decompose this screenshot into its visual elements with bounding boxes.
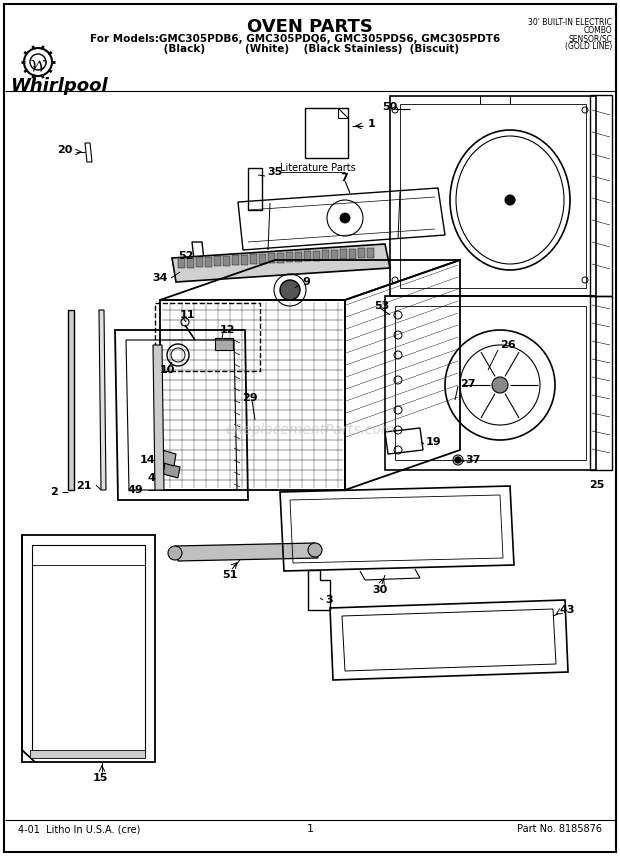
Circle shape [455,457,461,463]
Bar [187,258,194,267]
Polygon shape [172,244,390,282]
Circle shape [492,377,508,393]
Text: 52: 52 [178,251,193,261]
Polygon shape [68,310,74,490]
Bar [214,256,221,266]
Text: 3: 3 [325,595,332,605]
Text: 26: 26 [500,340,516,350]
Text: $\mathcal{W}$: $\mathcal{W}$ [29,57,47,75]
Text: 12: 12 [220,325,236,335]
Text: 49: 49 [127,485,143,495]
Text: 14: 14 [140,455,155,465]
Text: (Black)           (White)    (Black Stainless)  (Biscuit): (Black) (White) (Black Stainless) (Biscu… [131,44,459,54]
Bar [268,253,275,263]
Text: 30: 30 [373,585,388,595]
Text: 4: 4 [147,473,155,483]
Text: 25: 25 [590,480,604,490]
Text: OVEN PARTS: OVEN PARTS [247,18,373,36]
Text: Part No. 8185876: Part No. 8185876 [517,824,602,834]
Text: Literature Parts: Literature Parts [280,163,356,173]
Text: 27: 27 [460,379,476,389]
Bar [277,253,284,263]
Text: 43: 43 [560,605,575,615]
Bar [196,257,203,267]
Text: 21: 21 [76,481,92,491]
Text: 35: 35 [267,167,282,177]
Text: 15: 15 [92,773,108,783]
Text: 20: 20 [56,145,72,155]
Bar [322,250,329,260]
Text: 30' BUILT-IN ELECTRIC: 30' BUILT-IN ELECTRIC [528,18,612,27]
Text: 9: 9 [302,277,310,287]
Bar [232,255,239,265]
Text: (GOLD LINE): (GOLD LINE) [565,42,612,51]
Text: 29: 29 [242,393,258,403]
Bar [331,249,338,259]
Polygon shape [175,543,318,561]
Text: 34: 34 [153,273,168,283]
Text: 4-01  Litho In U.S.A. (cre): 4-01 Litho In U.S.A. (cre) [18,824,140,834]
Bar [205,257,212,266]
Bar [223,255,230,265]
Bar [178,258,185,268]
Bar [295,252,302,261]
Bar [241,254,248,265]
Text: 51: 51 [223,570,237,580]
Bar [286,252,293,262]
Text: COMBO: COMBO [583,26,612,35]
Bar [358,248,365,258]
Bar [313,251,320,260]
Text: 37: 37 [465,455,480,465]
Polygon shape [163,463,180,478]
Text: 53: 53 [374,301,389,311]
Bar [304,251,311,261]
Text: 1: 1 [306,824,314,834]
Bar [215,338,233,350]
Circle shape [168,546,182,560]
Polygon shape [30,750,145,758]
Bar [250,254,257,264]
Bar [155,303,260,371]
Text: 19: 19 [426,437,441,447]
Text: 10: 10 [160,365,175,375]
Text: 7: 7 [340,173,348,183]
Bar [340,249,347,259]
Circle shape [340,213,350,223]
Circle shape [280,280,300,300]
Bar [367,247,374,258]
Bar [349,248,356,259]
Text: For Models:GMC305PDB6, GMC305PDQ6, GMC305PDS6, GMC305PDT6: For Models:GMC305PDB6, GMC305PDQ6, GMC30… [90,34,500,44]
Polygon shape [160,450,176,466]
Bar [305,108,348,158]
Polygon shape [153,345,164,490]
Circle shape [505,195,515,205]
Text: SENSOR/SC: SENSOR/SC [568,34,612,43]
Polygon shape [99,310,106,490]
Text: 11: 11 [180,310,195,320]
Circle shape [308,543,322,557]
Bar [259,253,266,264]
Text: 1: 1 [368,119,376,129]
Text: 2: 2 [50,487,58,497]
Text: Whirlpool: Whirlpool [10,77,108,95]
Text: eReplacementParts.com: eReplacementParts.com [225,423,395,437]
Text: 50: 50 [382,102,397,112]
